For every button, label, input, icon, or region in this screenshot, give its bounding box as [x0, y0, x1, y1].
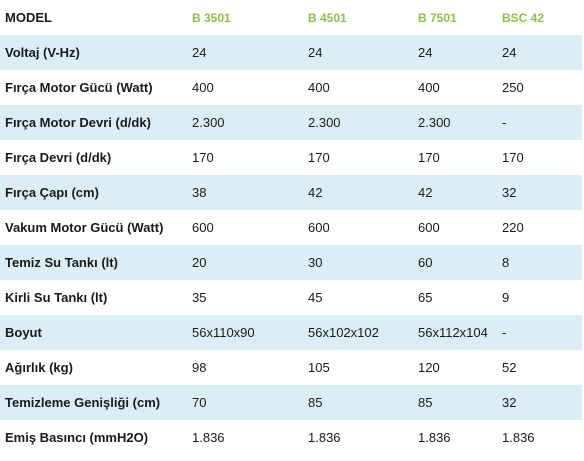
row-label: Fırça Çapı (cm) — [0, 175, 187, 210]
table-cell: - — [497, 315, 582, 350]
table-cell: 32 — [497, 385, 582, 420]
table-cell: 60 — [413, 245, 497, 280]
table-cell: 250 — [502, 80, 524, 95]
table-cell: 170 — [502, 150, 524, 165]
row-label: Temiz Su Tankı (lt) — [0, 245, 187, 280]
row-label: Fırça Devri (d/dk) — [5, 150, 112, 165]
table-cell: 45 — [308, 290, 323, 305]
table-row: Temiz Su Tankı (lt) 20 30 60 8 — [0, 245, 582, 280]
table-cell: 56x102x102 — [303, 315, 413, 350]
row-label: Voltaj (V-Hz) — [0, 35, 187, 70]
table-row: Kirli Su Tankı (lt) 35 45 65 9 — [0, 280, 582, 315]
header-b7501: B 7501 — [418, 10, 457, 25]
table-cell: 2.300 — [303, 105, 413, 140]
table-cell: 98 — [192, 360, 207, 375]
table-row: Fırça Devri (d/dk) 170 170 170 170 — [0, 140, 582, 175]
table-row: Voltaj (V-Hz) 24 24 24 24 — [0, 35, 582, 70]
table-cell: 1.836 — [308, 430, 341, 445]
table-cell: 38 — [187, 175, 303, 210]
table-row: Fırça Motor Gücü (Watt) 400 400 400 250 — [0, 70, 582, 105]
table-cell: 30 — [303, 245, 413, 280]
row-label: Kirli Su Tankı (lt) — [5, 290, 108, 305]
table-cell: 1.836 — [502, 430, 535, 445]
table-cell: 24 — [303, 35, 413, 70]
header-b4501: B 4501 — [308, 10, 347, 25]
table-cell: 400 — [418, 80, 440, 95]
table-cell: 1.836 — [418, 430, 451, 445]
table-cell: 56x112x104 — [413, 315, 497, 350]
table-cell: 24 — [413, 35, 497, 70]
table-cell: 9 — [502, 290, 510, 305]
table-cell: 400 — [192, 80, 214, 95]
table-cell: 170 — [418, 150, 440, 165]
table-row: Ağırlık (kg) 98 105 120 52 — [0, 350, 582, 385]
row-label: Fırça Motor Gücü (Watt) — [5, 80, 153, 95]
table-cell: 65 — [418, 290, 433, 305]
table-cell: 85 — [303, 385, 413, 420]
table-cell: 600 — [308, 220, 330, 235]
row-label: Boyut — [0, 315, 187, 350]
table-cell: 170 — [308, 150, 330, 165]
table-cell: 42 — [303, 175, 413, 210]
table-cell: 170 — [192, 150, 214, 165]
table-row: Vakum Motor Gücü (Watt) 600 600 600 220 — [0, 210, 582, 245]
table-row: Temizleme Genişliği (cm) 70 85 85 32 — [0, 385, 582, 420]
table-cell: 8 — [497, 245, 582, 280]
table-cell: 600 — [192, 220, 214, 235]
table-cell: 2.300 — [187, 105, 303, 140]
row-label: Temizleme Genişliği (cm) — [0, 385, 187, 420]
table-row: Boyut 56x110x90 56x102x102 56x112x104 - — [0, 315, 582, 350]
table-row: Fırça Çapı (cm) 38 42 42 32 — [0, 175, 582, 210]
row-label: Ağırlık (kg) — [5, 360, 73, 375]
table-cell: 120 — [418, 360, 440, 375]
table-cell: 42 — [413, 175, 497, 210]
table-cell: - — [497, 105, 582, 140]
table-cell: 35 — [192, 290, 207, 305]
table-cell: 56x110x90 — [187, 315, 303, 350]
table-cell: 32 — [497, 175, 582, 210]
table-row: Emiş Basıncı (mmH2O) 1.836 1.836 1.836 1… — [0, 420, 582, 455]
header-model: MODEL — [5, 10, 52, 25]
table-cell: 85 — [413, 385, 497, 420]
table-cell: 600 — [418, 220, 440, 235]
row-label: Fırça Motor Devri (d/dk) — [0, 105, 187, 140]
table-cell: 24 — [497, 35, 582, 70]
table-cell: 70 — [187, 385, 303, 420]
table-row: Fırça Motor Devri (d/dk) 2.300 2.300 2.3… — [0, 105, 582, 140]
header-b3501: B 3501 — [192, 10, 231, 25]
row-label: Vakum Motor Gücü (Watt) — [5, 220, 164, 235]
row-label: Emiş Basıncı (mmH2O) — [5, 430, 149, 445]
table-cell: 1.836 — [192, 430, 225, 445]
table-cell: 20 — [187, 245, 303, 280]
table-cell: 2.300 — [413, 105, 497, 140]
table-cell: 52 — [502, 360, 517, 375]
table-cell: 400 — [308, 80, 330, 95]
table-cell: 220 — [502, 220, 524, 235]
table-cell: 24 — [187, 35, 303, 70]
table-cell: 105 — [308, 360, 330, 375]
header-bsc42: BSC 42 — [502, 10, 545, 25]
header-row: MODEL B 3501 B 4501 B 7501 BSC 42 — [0, 0, 582, 35]
